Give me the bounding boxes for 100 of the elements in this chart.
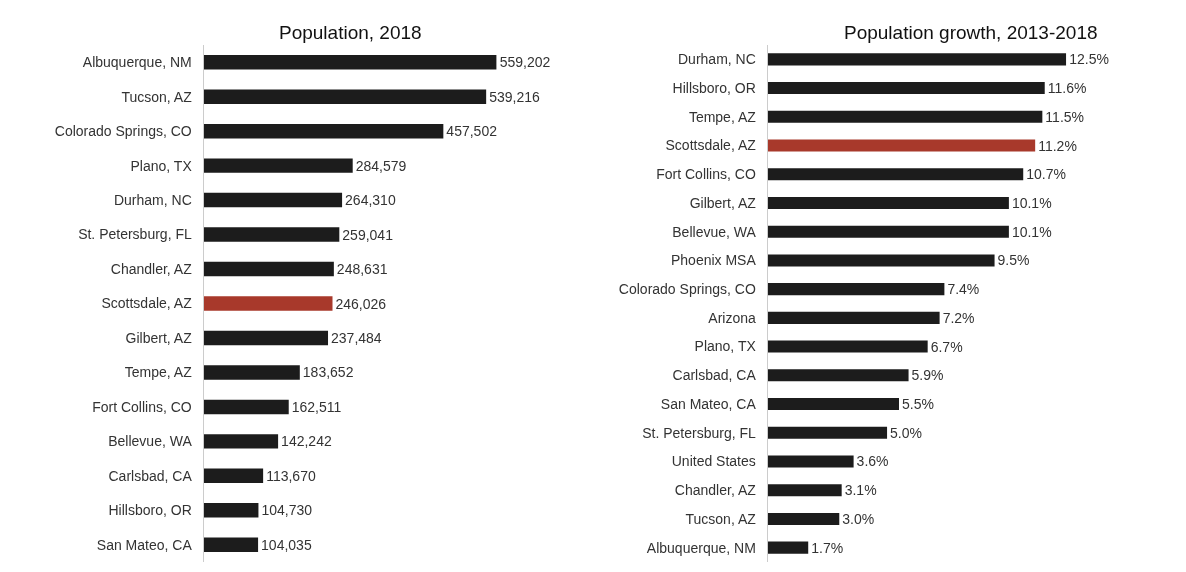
bar xyxy=(203,399,289,415)
y-tick-label: San Mateo, CA xyxy=(96,536,193,553)
data-label: 7.4% xyxy=(947,281,980,298)
bar xyxy=(203,503,259,518)
data-label: 237,484 xyxy=(331,329,382,346)
data-label: 11.2% xyxy=(1038,137,1077,154)
data-label: 3.0% xyxy=(842,510,875,527)
data-label: 457,502 xyxy=(446,123,498,140)
data-label: 11.6% xyxy=(1047,80,1087,97)
bar xyxy=(767,455,854,468)
y-tick-label: St. Petersburg, FL xyxy=(78,226,192,243)
y-tick-label: Albuquerque, NM xyxy=(82,54,192,71)
bar xyxy=(203,537,259,552)
bar xyxy=(203,330,329,346)
bar xyxy=(767,196,1009,209)
bar xyxy=(203,158,353,173)
y-tick-label: Gilbert, AZ xyxy=(689,194,757,211)
bar xyxy=(203,89,487,104)
y-tick-label: Arizona xyxy=(708,309,757,326)
bar xyxy=(767,225,1009,238)
y-tick-label: Fort Collins, CO xyxy=(92,398,192,415)
data-label: 183,652 xyxy=(302,364,354,381)
y-tick-label: Plano, TX xyxy=(694,338,757,355)
bar xyxy=(203,468,264,484)
bar xyxy=(203,296,333,311)
y-tick-label: United States xyxy=(671,453,756,470)
data-label: 246,026 xyxy=(335,295,387,312)
bar xyxy=(767,512,840,525)
data-label: 6.7% xyxy=(930,338,963,355)
data-label: 284,579 xyxy=(355,157,407,174)
data-label: 7.2% xyxy=(942,309,975,326)
bar xyxy=(767,82,1045,95)
y-tick-label: Gilbert, AZ xyxy=(125,329,193,346)
bar xyxy=(203,55,497,70)
y-tick-label: Hillsboro, OR xyxy=(672,79,756,96)
y-tick-label: Bellevue, WA xyxy=(672,223,757,240)
data-label: 9.5% xyxy=(997,252,1030,269)
bar xyxy=(767,398,899,411)
y-tick-label: Tucson, AZ xyxy=(121,88,193,105)
bar xyxy=(767,283,945,296)
bar xyxy=(767,426,888,439)
y-tick-label: Hillsboro, OR xyxy=(108,502,192,519)
bar xyxy=(767,369,909,382)
chart-title: Population growth, 2013-2018 xyxy=(844,22,1098,43)
y-tick-label: Colorado Springs, CO xyxy=(54,123,192,140)
y-tick-label: Scottsdale, AZ xyxy=(101,295,193,312)
bar xyxy=(203,261,334,277)
data-label: 264,310 xyxy=(345,192,396,209)
data-label: 539,216 xyxy=(489,88,540,105)
bar xyxy=(767,110,1043,123)
data-label: 3.6% xyxy=(856,453,889,470)
y-tick-label: Carlsbad, CA xyxy=(108,467,193,484)
data-label: 248,631 xyxy=(336,261,388,278)
data-label: 259,041 xyxy=(342,226,394,243)
y-tick-label: St. Petersburg, FL xyxy=(642,424,757,441)
data-label: 3.1% xyxy=(844,482,877,499)
bar xyxy=(767,484,842,497)
y-tick-label: Durham, NC xyxy=(678,51,756,68)
bar xyxy=(767,53,1067,66)
y-tick-label: Tempe, AZ xyxy=(688,108,757,125)
bar xyxy=(767,340,928,353)
data-label: 10.1% xyxy=(1011,194,1052,211)
y-tick-label: Durham, NC xyxy=(113,192,192,208)
y-tick-label: Tempe, AZ xyxy=(124,364,193,381)
y-tick-label: San Mateo, CA xyxy=(660,395,757,412)
data-label: 104,730 xyxy=(261,502,313,519)
y-tick-label: Colorado Springs, CO xyxy=(618,281,756,298)
data-label: 5.9% xyxy=(911,367,944,384)
data-label: 162,511 xyxy=(291,398,342,415)
bar xyxy=(767,254,995,267)
bar xyxy=(203,365,300,380)
data-label: 10.7% xyxy=(1026,166,1066,183)
y-tick-label: Chandler, AZ xyxy=(110,260,193,277)
data-label: 12.5% xyxy=(1069,51,1109,68)
data-label: 559,202 xyxy=(499,54,551,71)
data-label: 5.5% xyxy=(902,396,934,413)
data-label: 5.0% xyxy=(890,424,922,441)
y-tick-label: Carlsbad, CA xyxy=(672,367,757,384)
data-label: 113,670 xyxy=(266,467,316,484)
y-tick-label: Fort Collins, CO xyxy=(656,166,756,183)
chart-title: Population, 2018 xyxy=(279,22,422,43)
bar xyxy=(767,139,1036,152)
data-label: 104,035 xyxy=(261,536,312,553)
data-label: 142,242 xyxy=(281,433,332,450)
bar xyxy=(203,434,279,449)
y-tick-label: Albuquerque, NM xyxy=(646,539,756,556)
data-label: 10.1% xyxy=(1011,223,1052,240)
data-label: 11.5% xyxy=(1045,108,1085,125)
bar xyxy=(767,311,940,324)
y-tick-label: Scottsdale, AZ xyxy=(665,137,757,154)
bar xyxy=(203,123,444,139)
y-tick-label: Phoenix MSA xyxy=(670,252,757,269)
y-tick-label: Chandler, AZ xyxy=(674,482,757,499)
y-tick-label: Plano, TX xyxy=(130,157,193,174)
bar xyxy=(203,192,343,208)
bar xyxy=(767,541,809,554)
y-tick-label: Tucson, AZ xyxy=(685,510,757,527)
bar xyxy=(203,227,340,242)
y-tick-label: Bellevue, WA xyxy=(108,433,193,450)
data-label: 1.7% xyxy=(811,539,844,556)
